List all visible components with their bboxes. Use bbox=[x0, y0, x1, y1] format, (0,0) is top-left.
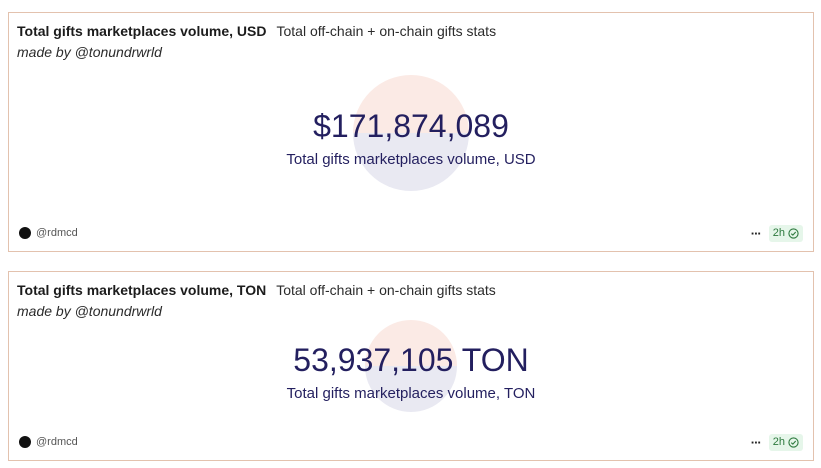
circle-top-half bbox=[353, 75, 469, 133]
refresh-status-badge[interactable]: 2h bbox=[768, 224, 803, 242]
counter-value: $171,874,089 bbox=[313, 108, 509, 144]
refresh-age: 2h bbox=[772, 436, 785, 448]
card-author: made by @tonundrwrld bbox=[17, 44, 162, 60]
card-actions: ··· 2h bbox=[751, 433, 803, 451]
avatar bbox=[19, 436, 31, 448]
card-actions: ··· 2h bbox=[751, 224, 803, 242]
refresh-age: 2h bbox=[772, 227, 785, 239]
circle-bottom-half bbox=[365, 366, 457, 412]
more-options-button[interactable]: ··· bbox=[750, 434, 762, 450]
circle-bottom-half bbox=[353, 133, 469, 191]
circle-top-half bbox=[365, 320, 457, 366]
card-author: made by @tonundrwrld bbox=[17, 303, 162, 319]
owner-name: @rdmcd bbox=[36, 227, 78, 239]
card-subtitle: Total off-chain + on-chain gifts stats bbox=[276, 23, 497, 39]
card-title[interactable]: Total gifts marketplaces volume, TON bbox=[17, 282, 267, 298]
counter-label: Total gifts marketplaces volume, USD bbox=[286, 151, 536, 168]
check-circle-icon bbox=[788, 227, 799, 239]
counter-card-usd: Total gifts marketplaces volume, USD Tota… bbox=[8, 12, 814, 252]
refresh-status-badge[interactable]: 2h bbox=[768, 433, 803, 451]
more-options-button[interactable]: ··· bbox=[750, 225, 762, 241]
card-header: Total gifts marketplaces volume, USD Tota… bbox=[17, 22, 805, 40]
counter-label: Total gifts marketplaces volume, TON bbox=[286, 385, 536, 402]
card-subtitle: Total off-chain + on-chain gifts stats bbox=[276, 282, 496, 298]
card-header: Total gifts marketplaces volume, TON Tota… bbox=[17, 281, 805, 299]
counter-card-ton: Total gifts marketplaces volume, TON Tota… bbox=[8, 271, 814, 461]
decorative-circle bbox=[353, 75, 469, 191]
card-title[interactable]: Total gifts marketplaces volume, USD bbox=[17, 23, 267, 39]
owner-link[interactable]: @rdmcd bbox=[19, 435, 78, 449]
check-circle-icon bbox=[788, 436, 799, 448]
owner-name: @rdmcd bbox=[36, 436, 78, 448]
owner-link[interactable]: @rdmcd bbox=[19, 226, 78, 240]
counter-value: 53,937,105 TON bbox=[293, 342, 529, 378]
decorative-circle bbox=[365, 320, 457, 412]
avatar bbox=[19, 227, 31, 239]
